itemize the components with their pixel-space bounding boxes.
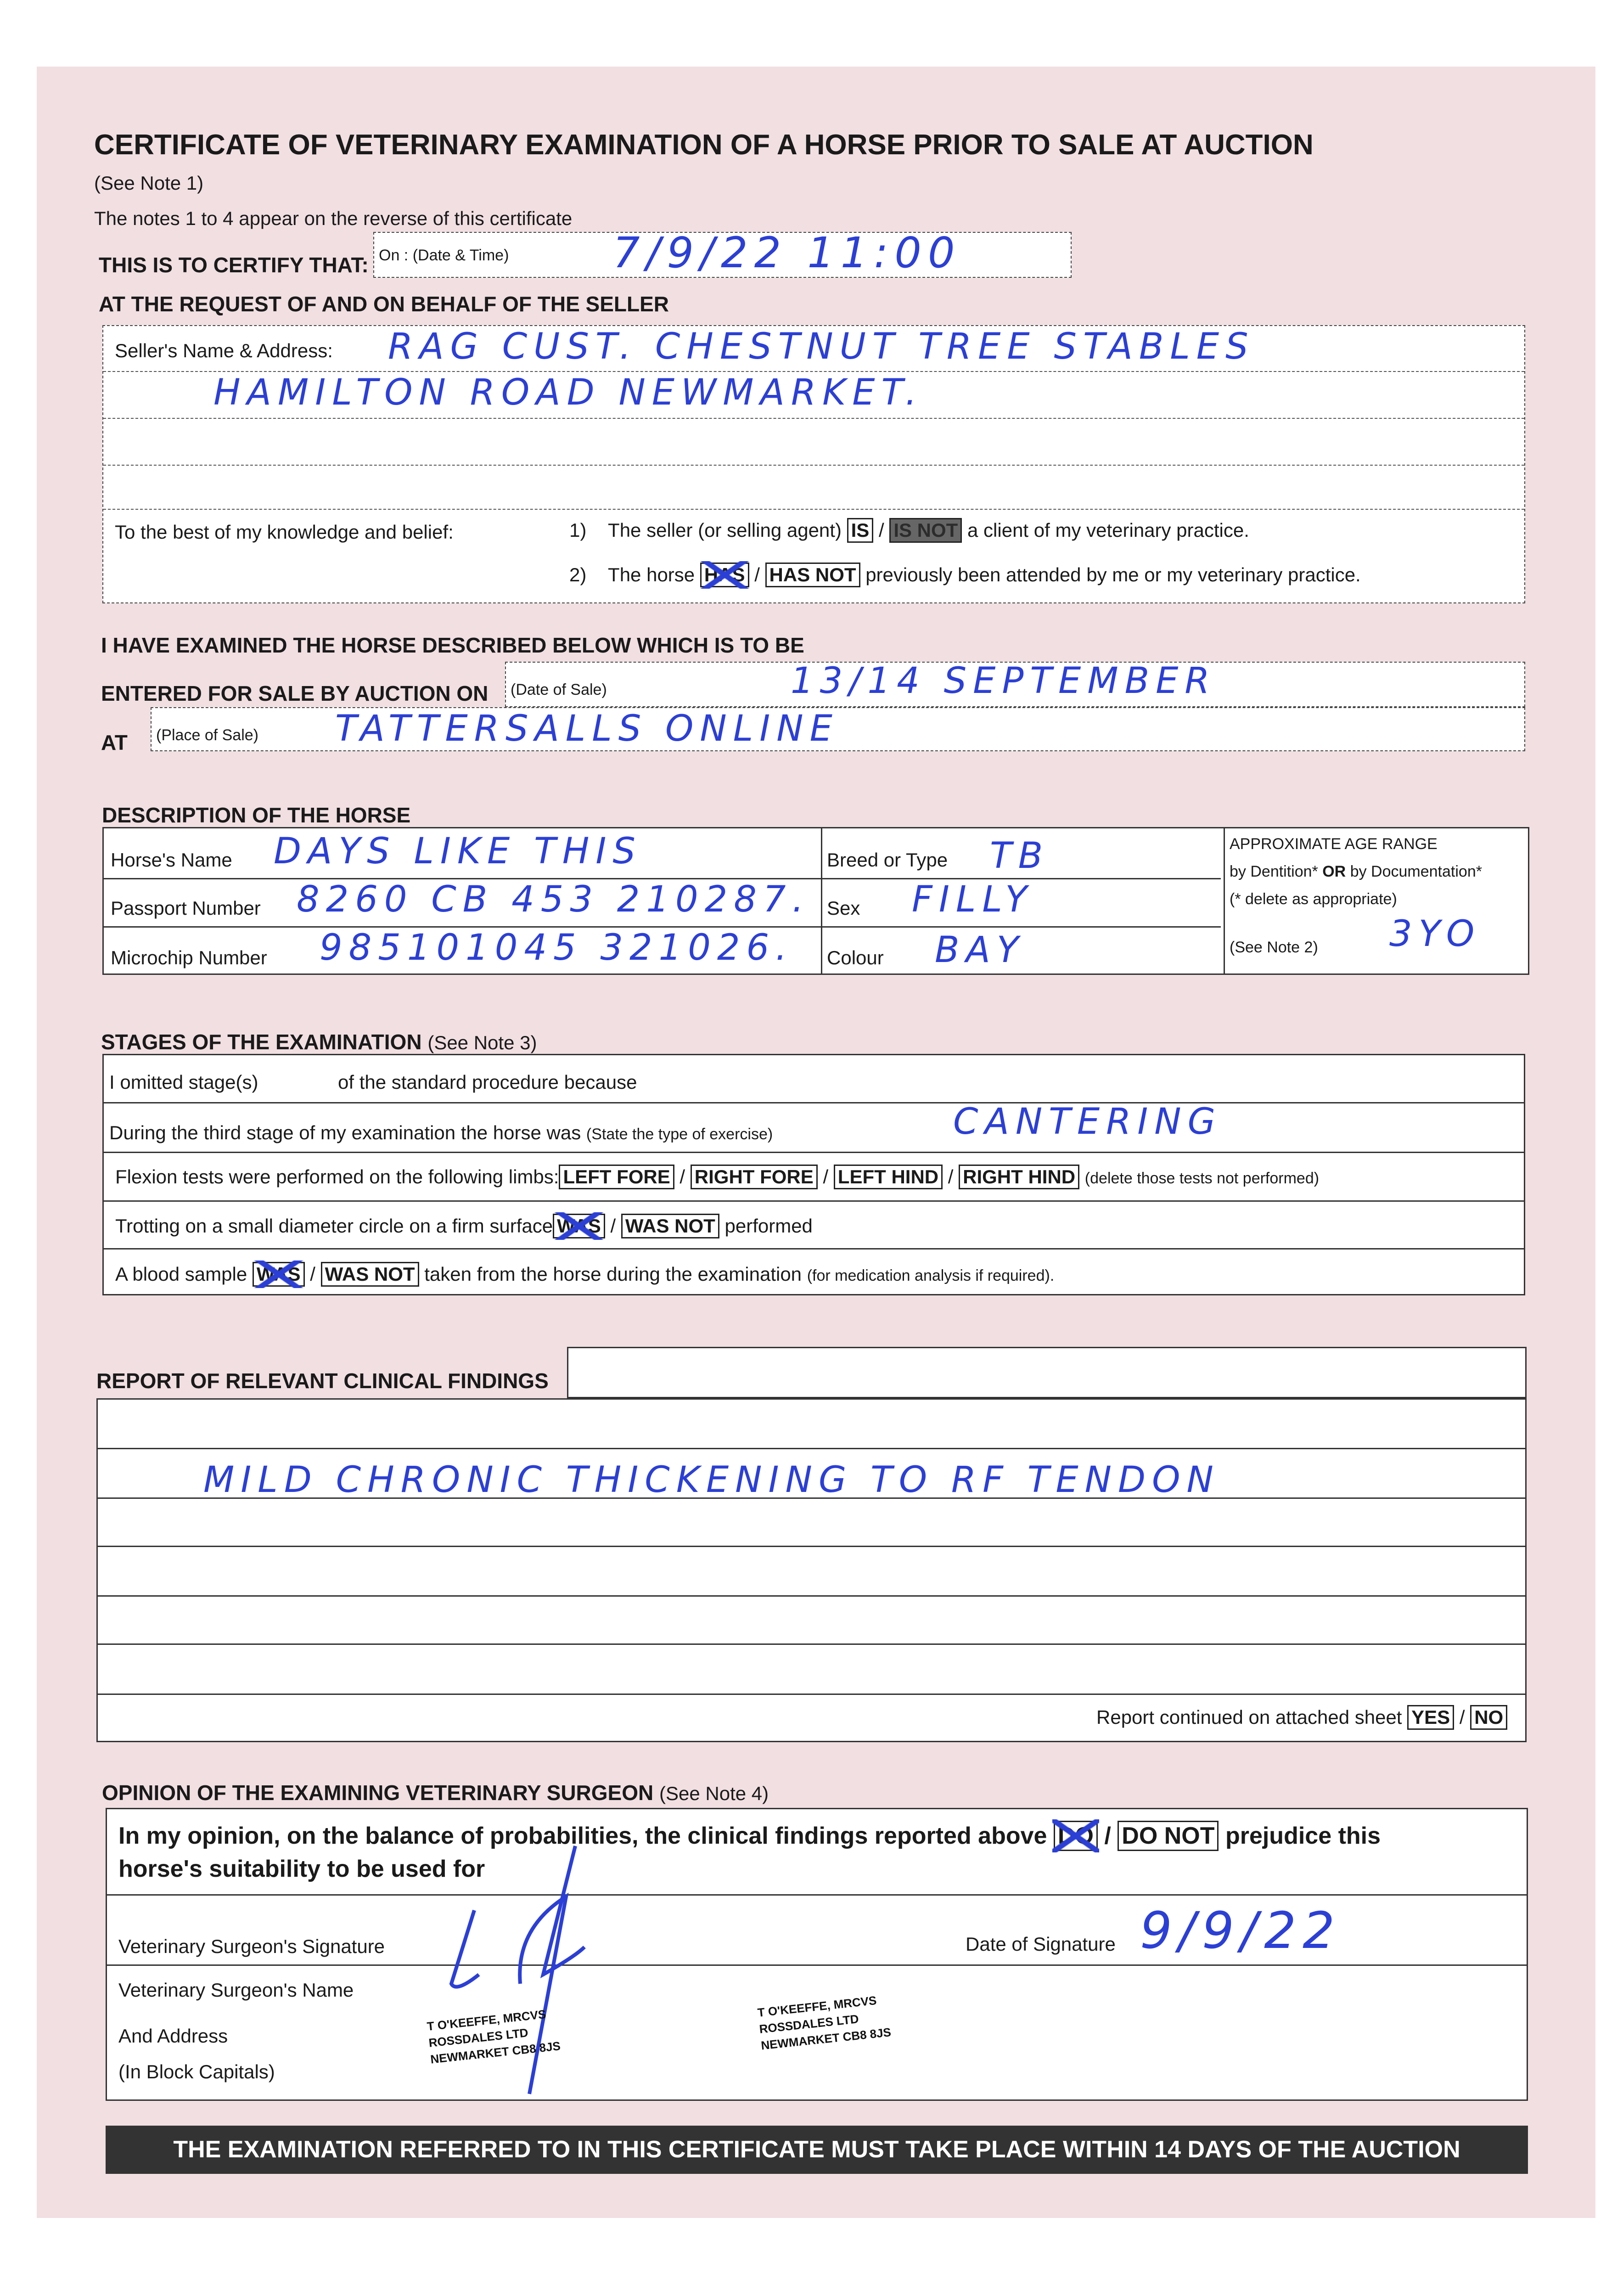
- stages-heading: STAGES OF THE EXAMINATION (See Note 3): [101, 1030, 537, 1054]
- horse-name-value[interactable]: DAYS LIKE THIS: [274, 831, 642, 872]
- passport-label: Passport Number: [111, 897, 261, 919]
- date-of-sale-field[interactable]: (Date of Sale) 13/14 SEPTEMBER: [505, 660, 1525, 707]
- is-not-option-deleted[interactable]: IS NOT: [889, 518, 962, 543]
- blood-was-option-deleted[interactable]: WAS: [251, 1261, 306, 1288]
- report-continued: Report continued on attached sheet YES /…: [1096, 1705, 1508, 1730]
- blood-row: A blood sample WAS / WAS NOT taken from …: [115, 1261, 1054, 1288]
- date-time-value: 7/9/22 11:00: [613, 228, 961, 277]
- yes-option[interactable]: YES: [1407, 1705, 1455, 1730]
- sex-value[interactable]: FILLY: [912, 879, 1033, 920]
- request-heading: AT THE REQUEST OF AND ON BEHALF OF THE S…: [99, 292, 669, 316]
- report-box[interactable]: MILD CHRONIC THICKENING TO RF TENDON Rep…: [96, 1398, 1527, 1742]
- date-of-sale-value: 13/14 SEPTEMBER: [791, 660, 1216, 702]
- omitted-because-label: of the standard procedure because: [338, 1071, 637, 1093]
- statement-1: 1) The seller (or selling agent) IS / IS…: [569, 518, 1249, 543]
- opinion-text: In my opinion, on the balance of probabi…: [118, 1819, 1381, 1852]
- date-of-signature-value[interactable]: 9/9/22: [1140, 1901, 1342, 1960]
- trot-was-option-deleted[interactable]: WAS: [551, 1212, 607, 1240]
- horse-table: Horse's Name DAYS LIKE THIS Passport Num…: [102, 827, 1529, 975]
- statement-2: 2) The horse HAS / HAS NOT previously be…: [569, 561, 1361, 589]
- knowledge-label: To the best of my knowledge and belief:: [115, 521, 454, 543]
- signature-label: Veterinary Surgeon's Signature: [118, 1936, 385, 1957]
- opinion-heading: OPINION OF THE EXAMINING VETERINARY SURG…: [102, 1781, 769, 1805]
- right-fore-option[interactable]: RIGHT FORE: [690, 1165, 818, 1189]
- date-of-sale-label: (Date of Sale): [511, 681, 607, 698]
- no-option[interactable]: NO: [1470, 1705, 1508, 1730]
- sex-label: Sex: [827, 897, 860, 919]
- flexion-row: Flexion tests were performed on the foll…: [115, 1165, 1319, 1189]
- age-value[interactable]: 3YO: [1389, 913, 1481, 955]
- age-delete-note: (* delete as appropriate): [1230, 890, 1397, 908]
- signature[interactable]: [438, 1837, 713, 2112]
- surgeon-stamp-2: T O'KEEFFE, MRCVS ROSSDALES LTD NEWMARKET …: [757, 1993, 892, 2053]
- age-range-title: APPROXIMATE AGE RANGE: [1230, 835, 1438, 853]
- passport-value[interactable]: 8260 CB 453 210287.: [297, 879, 810, 920]
- left-fore-option[interactable]: LEFT FORE: [559, 1165, 674, 1189]
- at-label: AT: [101, 731, 128, 754]
- has-option-deleted[interactable]: HAS: [698, 561, 751, 589]
- date-of-signature-label: Date of Signature: [966, 1933, 1116, 1955]
- stages-table: I omitted stage(s) of the standard proce…: [102, 1054, 1525, 1295]
- seller-label: Seller's Name & Address:: [115, 340, 333, 361]
- sale-heading: ENTERED FOR SALE BY AUCTION ON: [101, 681, 489, 705]
- do-option-deleted[interactable]: DO: [1052, 1819, 1099, 1852]
- date-time-field[interactable]: On : (Date & Time) 7/9/22 11:00: [373, 228, 1072, 278]
- colour-value[interactable]: BAY: [935, 929, 1025, 971]
- notes-line: The notes 1 to 4 appear on the reverse o…: [94, 208, 573, 229]
- seller-line-2[interactable]: HAMILTON ROAD NEWMARKET.: [213, 372, 923, 413]
- omitted-label: I omitted stage(s): [109, 1071, 258, 1093]
- certify-label: THIS IS TO CERTIFY THAT:: [99, 253, 369, 277]
- microchip-label: Microchip Number: [111, 947, 267, 968]
- footer-banner: THE EXAMINATION REFERRED TO IN THIS CERT…: [106, 2126, 1528, 2174]
- description-heading: DESCRIPTION OF THE HORSE: [102, 803, 411, 827]
- trot-was-not-option[interactable]: WAS NOT: [621, 1214, 719, 1238]
- date-time-label: On : (Date & Time): [379, 247, 509, 264]
- has-not-option[interactable]: HAS NOT: [765, 563, 860, 587]
- document-title: CERTIFICATE OF VETERINARY EXAMINATION OF…: [94, 129, 1314, 161]
- seller-box: Seller's Name & Address: RAG CUST. CHEST…: [102, 325, 1525, 603]
- opinion-box: In my opinion, on the balance of probabi…: [106, 1808, 1528, 2101]
- address-label: And Address: [118, 2025, 228, 2047]
- place-of-sale-field[interactable]: (Place of Sale) TATTERSALLS ONLINE: [151, 707, 1525, 751]
- seller-line-1[interactable]: RAG CUST. CHESTNUT TREE STABLES: [388, 326, 1255, 367]
- trotting-row: Trotting on a small diameter circle on a…: [115, 1212, 813, 1240]
- exercise-value[interactable]: CANTERING: [953, 1101, 1222, 1142]
- exercise-label: During the third stage of my examination…: [109, 1122, 773, 1143]
- blood-was-not-option[interactable]: WAS NOT: [320, 1262, 419, 1287]
- block-capitals-label: (In Block Capitals): [118, 2061, 275, 2082]
- report-finding-1: MILD CHRONIC THICKENING TO RF TENDON: [203, 1459, 1220, 1501]
- report-heading: REPORT OF RELEVANT CLINICAL FINDINGS: [96, 1369, 549, 1393]
- right-hind-option[interactable]: RIGHT HIND: [959, 1165, 1080, 1189]
- age-range-method: by Dentition* OR by Documentation*: [1230, 863, 1482, 880]
- opinion-text-2: horse's suitability to be used for: [118, 1856, 485, 1882]
- place-of-sale-label: (Place of Sale): [156, 726, 258, 744]
- microchip-value[interactable]: 985101045 321026.: [320, 927, 793, 968]
- horse-name-label: Horse's Name: [111, 849, 232, 871]
- see-note-2: (See Note 2): [1230, 939, 1318, 956]
- examined-heading: I HAVE EXAMINED THE HORSE DESCRIBED BELO…: [101, 633, 804, 657]
- breed-value[interactable]: TB: [990, 835, 1050, 877]
- surgeon-name-label: Veterinary Surgeon's Name: [118, 1979, 354, 2001]
- breed-label: Breed or Type: [827, 849, 948, 871]
- is-option[interactable]: IS: [847, 518, 874, 543]
- place-of-sale-value: TATTERSALLS ONLINE: [335, 708, 839, 749]
- colour-label: Colour: [827, 947, 884, 968]
- report-header-cell: [567, 1347, 1527, 1398]
- left-hind-option[interactable]: LEFT HIND: [833, 1165, 943, 1189]
- do-not-option[interactable]: DO NOT: [1118, 1821, 1219, 1851]
- see-note-1: (See Note 1): [94, 172, 204, 194]
